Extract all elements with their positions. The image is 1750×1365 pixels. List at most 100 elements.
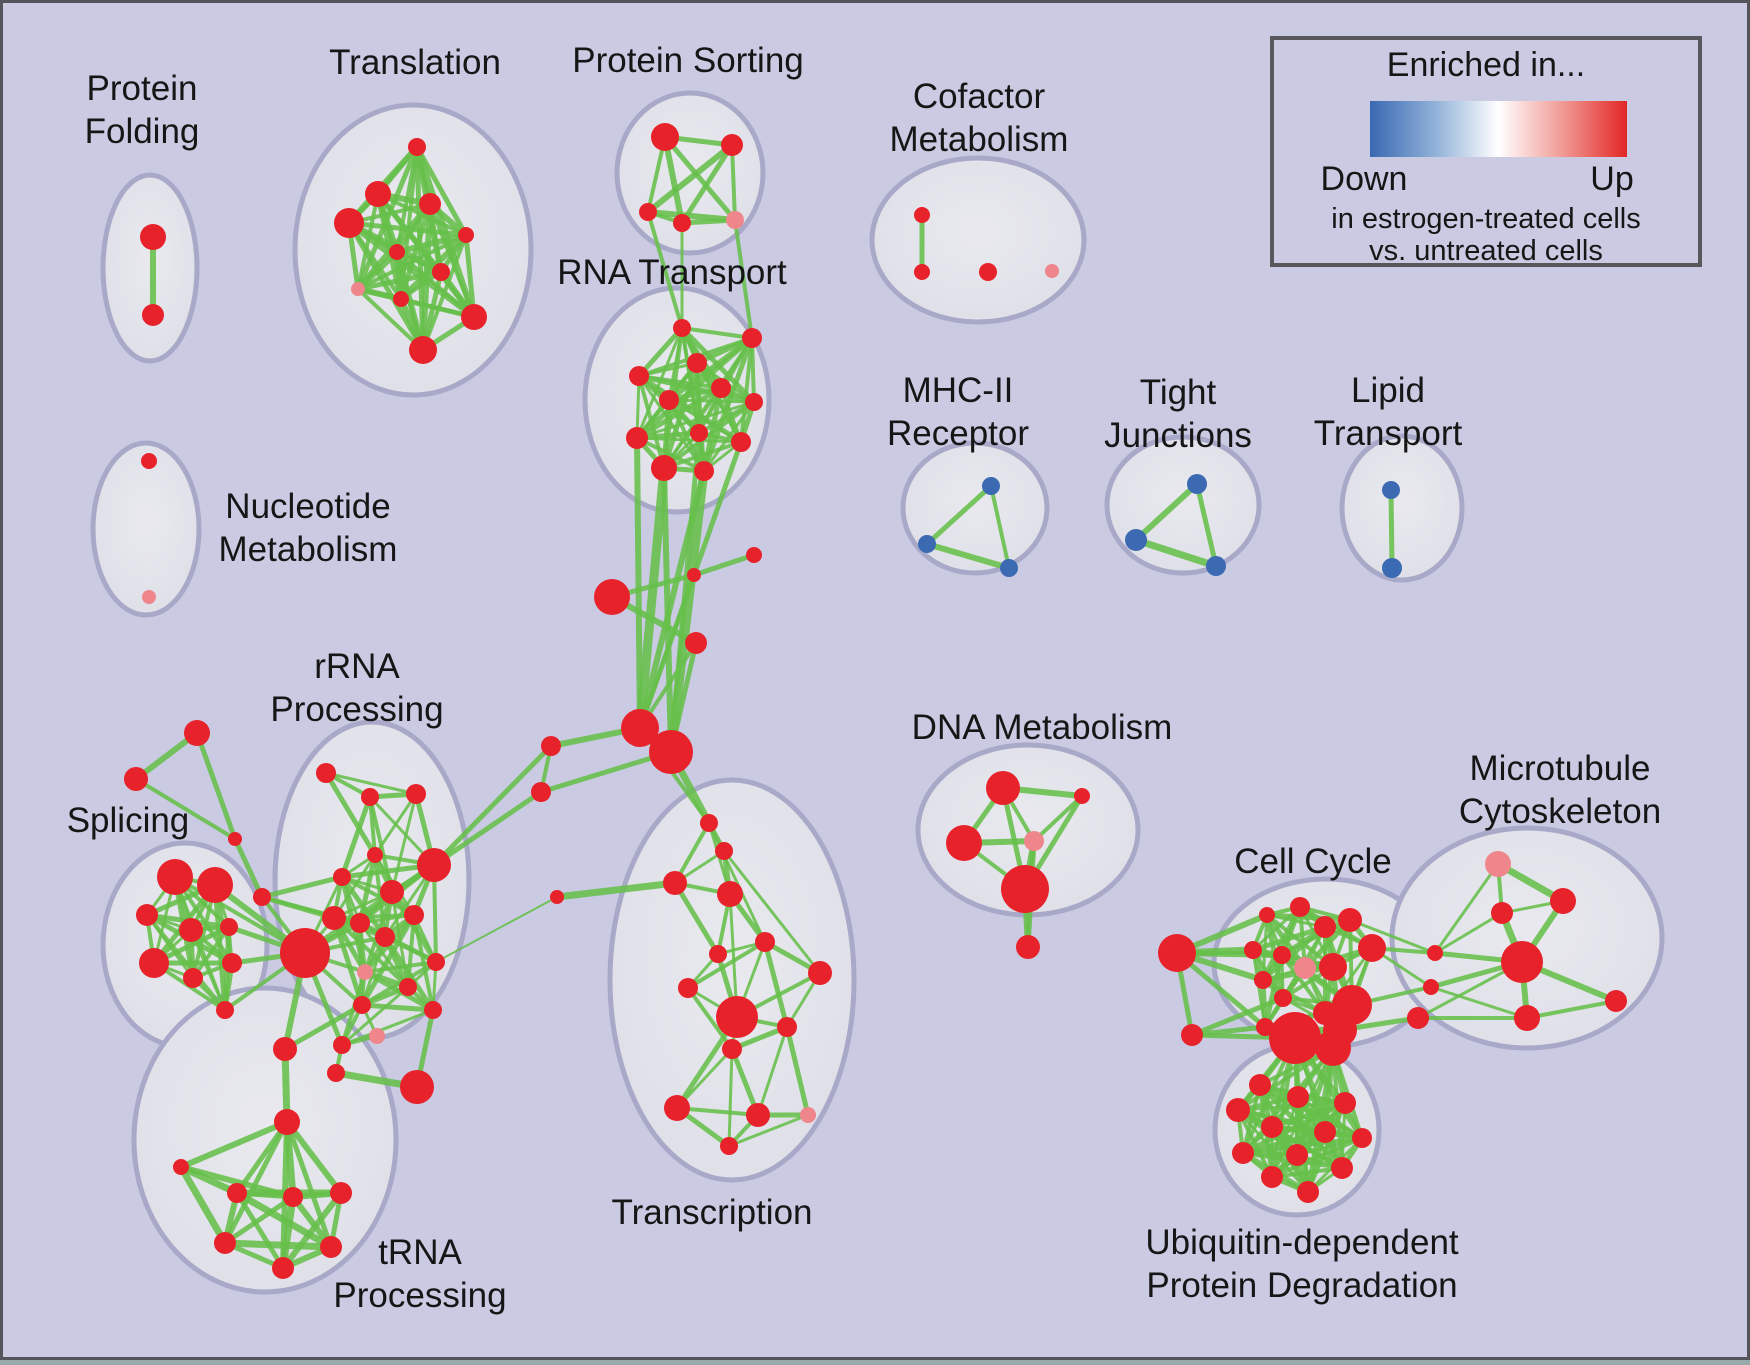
gene-set-node [1261, 1166, 1283, 1188]
gene-set-node [142, 590, 156, 604]
gene-set-node [1407, 1007, 1429, 1029]
edge [340, 985, 410, 1047]
edge [924, 483, 994, 547]
cluster-boundary-ps [614, 90, 766, 256]
cluster-label-cof: Cofactor Metabolism [890, 77, 1069, 159]
gene-set-node [1358, 934, 1386, 962]
gene-set-node [531, 782, 551, 802]
edge [637, 468, 707, 731]
legend-down-label: Down [1321, 160, 1408, 198]
edge [1264, 912, 1353, 923]
gene-set-node [745, 393, 763, 411]
gene-set-node [380, 880, 404, 904]
gene-set-node [659, 390, 679, 410]
cluster-boundary-cof [869, 155, 1087, 325]
gene-set-node [330, 1182, 352, 1204]
edge [191, 925, 231, 980]
edge [1133, 481, 1200, 543]
cluster-label-lip: Lipid Transport [1314, 371, 1463, 453]
gene-set-node [253, 888, 271, 906]
gene-set-node [1491, 902, 1513, 924]
edge [324, 771, 418, 796]
gene-set-node [214, 1232, 236, 1254]
gene-set-node [594, 579, 630, 615]
cluster-label-cc: Cell Cycle [1234, 842, 1392, 881]
gene-set-node [427, 953, 445, 971]
edge [414, 144, 469, 238]
gene-set-node [283, 1187, 303, 1207]
edge [232, 836, 265, 900]
nodes-mt [1485, 851, 1627, 1031]
edge [177, 1163, 229, 1247]
gene-set-node [1016, 935, 1040, 959]
gene-set-node [690, 424, 708, 442]
gene-set-node [274, 1109, 300, 1135]
nodes-cof [914, 207, 1059, 281]
gene-set-node [140, 224, 166, 250]
gene-set-node [1024, 831, 1044, 851]
edge [679, 142, 735, 226]
gene-set-node [1001, 865, 1049, 913]
gene-set-node [1000, 559, 1018, 577]
edge [259, 874, 345, 900]
gene-set-node [1274, 989, 1292, 1007]
edge [212, 882, 228, 1013]
edge [762, 939, 790, 1030]
gene-set-node [458, 227, 474, 243]
nodes-tl [334, 138, 487, 364]
gene-set-node [220, 918, 238, 936]
edge [635, 436, 706, 473]
nodes-spl [136, 859, 242, 1019]
gene-set-node [183, 968, 203, 988]
edge [739, 336, 754, 444]
edge [645, 142, 735, 215]
edge [1388, 487, 1395, 571]
cluster-label-tsc: Transcription [612, 1193, 813, 1232]
edge [134, 777, 237, 841]
gene-set-node [409, 336, 437, 364]
legend-box [1270, 36, 1702, 267]
edge [1433, 911, 1504, 955]
gene-set-node [1550, 888, 1576, 914]
cluster-boundary-mhc [900, 440, 1050, 576]
gene-set-node [731, 432, 751, 452]
edge [1194, 481, 1219, 569]
edge [1261, 925, 1327, 982]
edge [635, 436, 743, 444]
edge [1270, 1136, 1364, 1179]
gene-set-node [404, 905, 424, 925]
edges-tj [1132, 481, 1220, 570]
edge [394, 232, 469, 255]
gene-set-node [1315, 1030, 1351, 1066]
gene-set-node [626, 427, 648, 449]
gene-set-node [1338, 908, 1362, 932]
gene-set-node [746, 547, 762, 563]
gene-set-node [1331, 1157, 1353, 1179]
gene-set-node [1314, 916, 1336, 938]
gene-set-node [1254, 971, 1272, 989]
cluster-label-mhc: MHC-II Receptor [887, 371, 1029, 453]
gene-set-node [1226, 1098, 1250, 1122]
gene-set-node [1290, 897, 1310, 917]
cluster-label-nuc: Nucleotide Metabolism [219, 487, 398, 569]
gene-set-node [1352, 1128, 1372, 1148]
gene-set-node [1382, 481, 1400, 499]
gene-set-node [1256, 1018, 1274, 1036]
edge [662, 134, 738, 223]
gene-set-node [1294, 957, 1316, 979]
gene-set-node [1074, 788, 1090, 804]
edge [1305, 1045, 1336, 1195]
edge [1348, 918, 1437, 955]
gene-set-node [717, 881, 743, 907]
edge [1132, 536, 1220, 570]
cluster-label-mt: Microtubule Cytoskeleton [1459, 749, 1661, 831]
gene-set-node [1249, 1074, 1271, 1096]
nodes-lip [1382, 481, 1402, 578]
edge [1174, 950, 1268, 1030]
gene-set-node [1334, 1092, 1356, 1114]
gene-set-node [715, 842, 733, 860]
cluster-label-tl: Translation [329, 43, 501, 82]
legend: Enriched in... Down Up in estrogen-treated … [1270, 36, 1702, 267]
gene-set-node [316, 763, 336, 783]
